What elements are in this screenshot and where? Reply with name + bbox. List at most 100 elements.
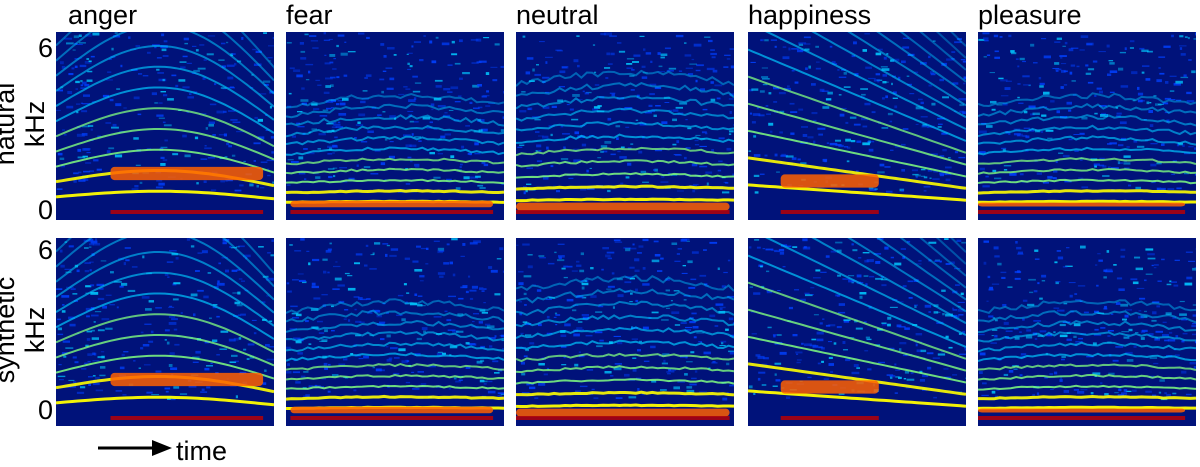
noise-mark — [632, 358, 636, 359]
noise-mark — [1049, 373, 1053, 375]
noise-mark — [1043, 182, 1049, 184]
noise-mark — [364, 265, 368, 267]
noise-mark — [667, 373, 671, 374]
noise-mark — [121, 283, 127, 286]
noise-mark — [333, 58, 336, 59]
noise-mark — [358, 33, 364, 35]
noise-mark — [1190, 362, 1196, 364]
noise-mark — [606, 289, 611, 290]
noise-mark — [681, 322, 687, 324]
noise-mark — [1176, 335, 1179, 337]
noise-mark — [1028, 279, 1036, 281]
noise-mark — [286, 347, 291, 350]
energy-band — [978, 203, 1185, 207]
noise-mark — [1149, 102, 1151, 103]
noise-mark — [174, 344, 179, 346]
noise-mark — [1118, 389, 1121, 392]
noise-mark — [602, 247, 609, 249]
noise-mark — [271, 254, 275, 256]
noise-mark — [669, 370, 675, 372]
noise-mark — [380, 338, 385, 340]
noise-mark — [157, 57, 162, 59]
noise-mark — [488, 266, 492, 269]
noise-mark — [1004, 169, 1007, 171]
noise-mark — [961, 59, 966, 60]
noise-mark — [1118, 161, 1120, 164]
noise-mark — [1172, 393, 1176, 395]
noise-mark — [963, 83, 965, 85]
noise-mark — [775, 154, 778, 157]
noise-mark — [380, 43, 384, 46]
noise-mark — [144, 324, 151, 325]
noise-mark — [780, 352, 787, 355]
noise-mark — [887, 374, 894, 376]
noise-mark — [1054, 261, 1057, 263]
noise-mark — [348, 319, 350, 322]
noise-mark — [60, 250, 63, 253]
noise-mark — [164, 140, 168, 142]
noise-mark — [1116, 302, 1121, 305]
noise-mark — [907, 379, 915, 381]
noise-mark — [837, 275, 841, 277]
noise-mark — [604, 33, 612, 36]
noise-mark — [551, 165, 554, 167]
noise-mark — [439, 276, 444, 278]
noise-mark — [167, 261, 174, 262]
noise-mark — [890, 121, 893, 123]
noise-mark — [789, 307, 793, 309]
noise-mark — [572, 309, 576, 311]
noise-mark — [79, 35, 82, 38]
noise-mark — [599, 340, 604, 342]
noise-mark — [347, 275, 352, 276]
noise-mark — [830, 46, 833, 48]
noise-mark — [247, 358, 250, 360]
noise-mark — [291, 161, 299, 163]
noise-mark — [869, 149, 874, 152]
noise-mark — [773, 334, 777, 335]
noise-mark — [59, 379, 64, 380]
noise-mark — [96, 390, 103, 392]
noise-mark — [629, 301, 633, 302]
noise-mark — [652, 260, 660, 263]
noise-mark — [1091, 392, 1094, 394]
noise-mark — [779, 249, 784, 251]
noise-mark — [994, 246, 999, 249]
noise-mark — [791, 48, 799, 50]
noise-mark — [537, 160, 542, 162]
noise-mark — [1107, 336, 1110, 337]
noise-mark — [534, 119, 540, 120]
time-arrow-icon — [96, 436, 174, 460]
noise-mark — [563, 147, 566, 149]
noise-mark — [547, 316, 550, 319]
noise-mark — [381, 91, 384, 94]
noise-mark — [165, 329, 170, 331]
noise-mark — [764, 39, 769, 41]
noise-mark — [1071, 65, 1075, 67]
noise-mark — [466, 342, 470, 344]
noise-mark — [1094, 95, 1096, 97]
noise-mark — [1078, 178, 1083, 179]
noise-mark — [408, 157, 412, 159]
noise-mark — [494, 293, 500, 295]
noise-mark — [529, 342, 534, 344]
noise-mark — [252, 49, 256, 50]
noise-mark — [482, 312, 488, 314]
noise-mark — [169, 250, 177, 252]
noise-mark — [883, 74, 888, 77]
noise-mark — [827, 142, 829, 144]
noise-mark — [1194, 366, 1196, 369]
noise-mark — [643, 327, 649, 330]
noise-mark — [1057, 250, 1061, 252]
noise-mark — [992, 284, 999, 285]
row-label-synthetic-text: synthetic kHz — [0, 277, 50, 384]
noise-mark — [89, 247, 92, 248]
noise-mark — [476, 39, 481, 42]
noise-mark — [324, 92, 330, 94]
noise-mark — [387, 88, 394, 90]
noise-mark — [1014, 133, 1021, 135]
noise-mark — [730, 111, 732, 114]
noise-mark — [77, 270, 80, 273]
noise-mark — [73, 382, 76, 383]
noise-mark — [408, 53, 413, 54]
noise-mark — [425, 263, 428, 264]
